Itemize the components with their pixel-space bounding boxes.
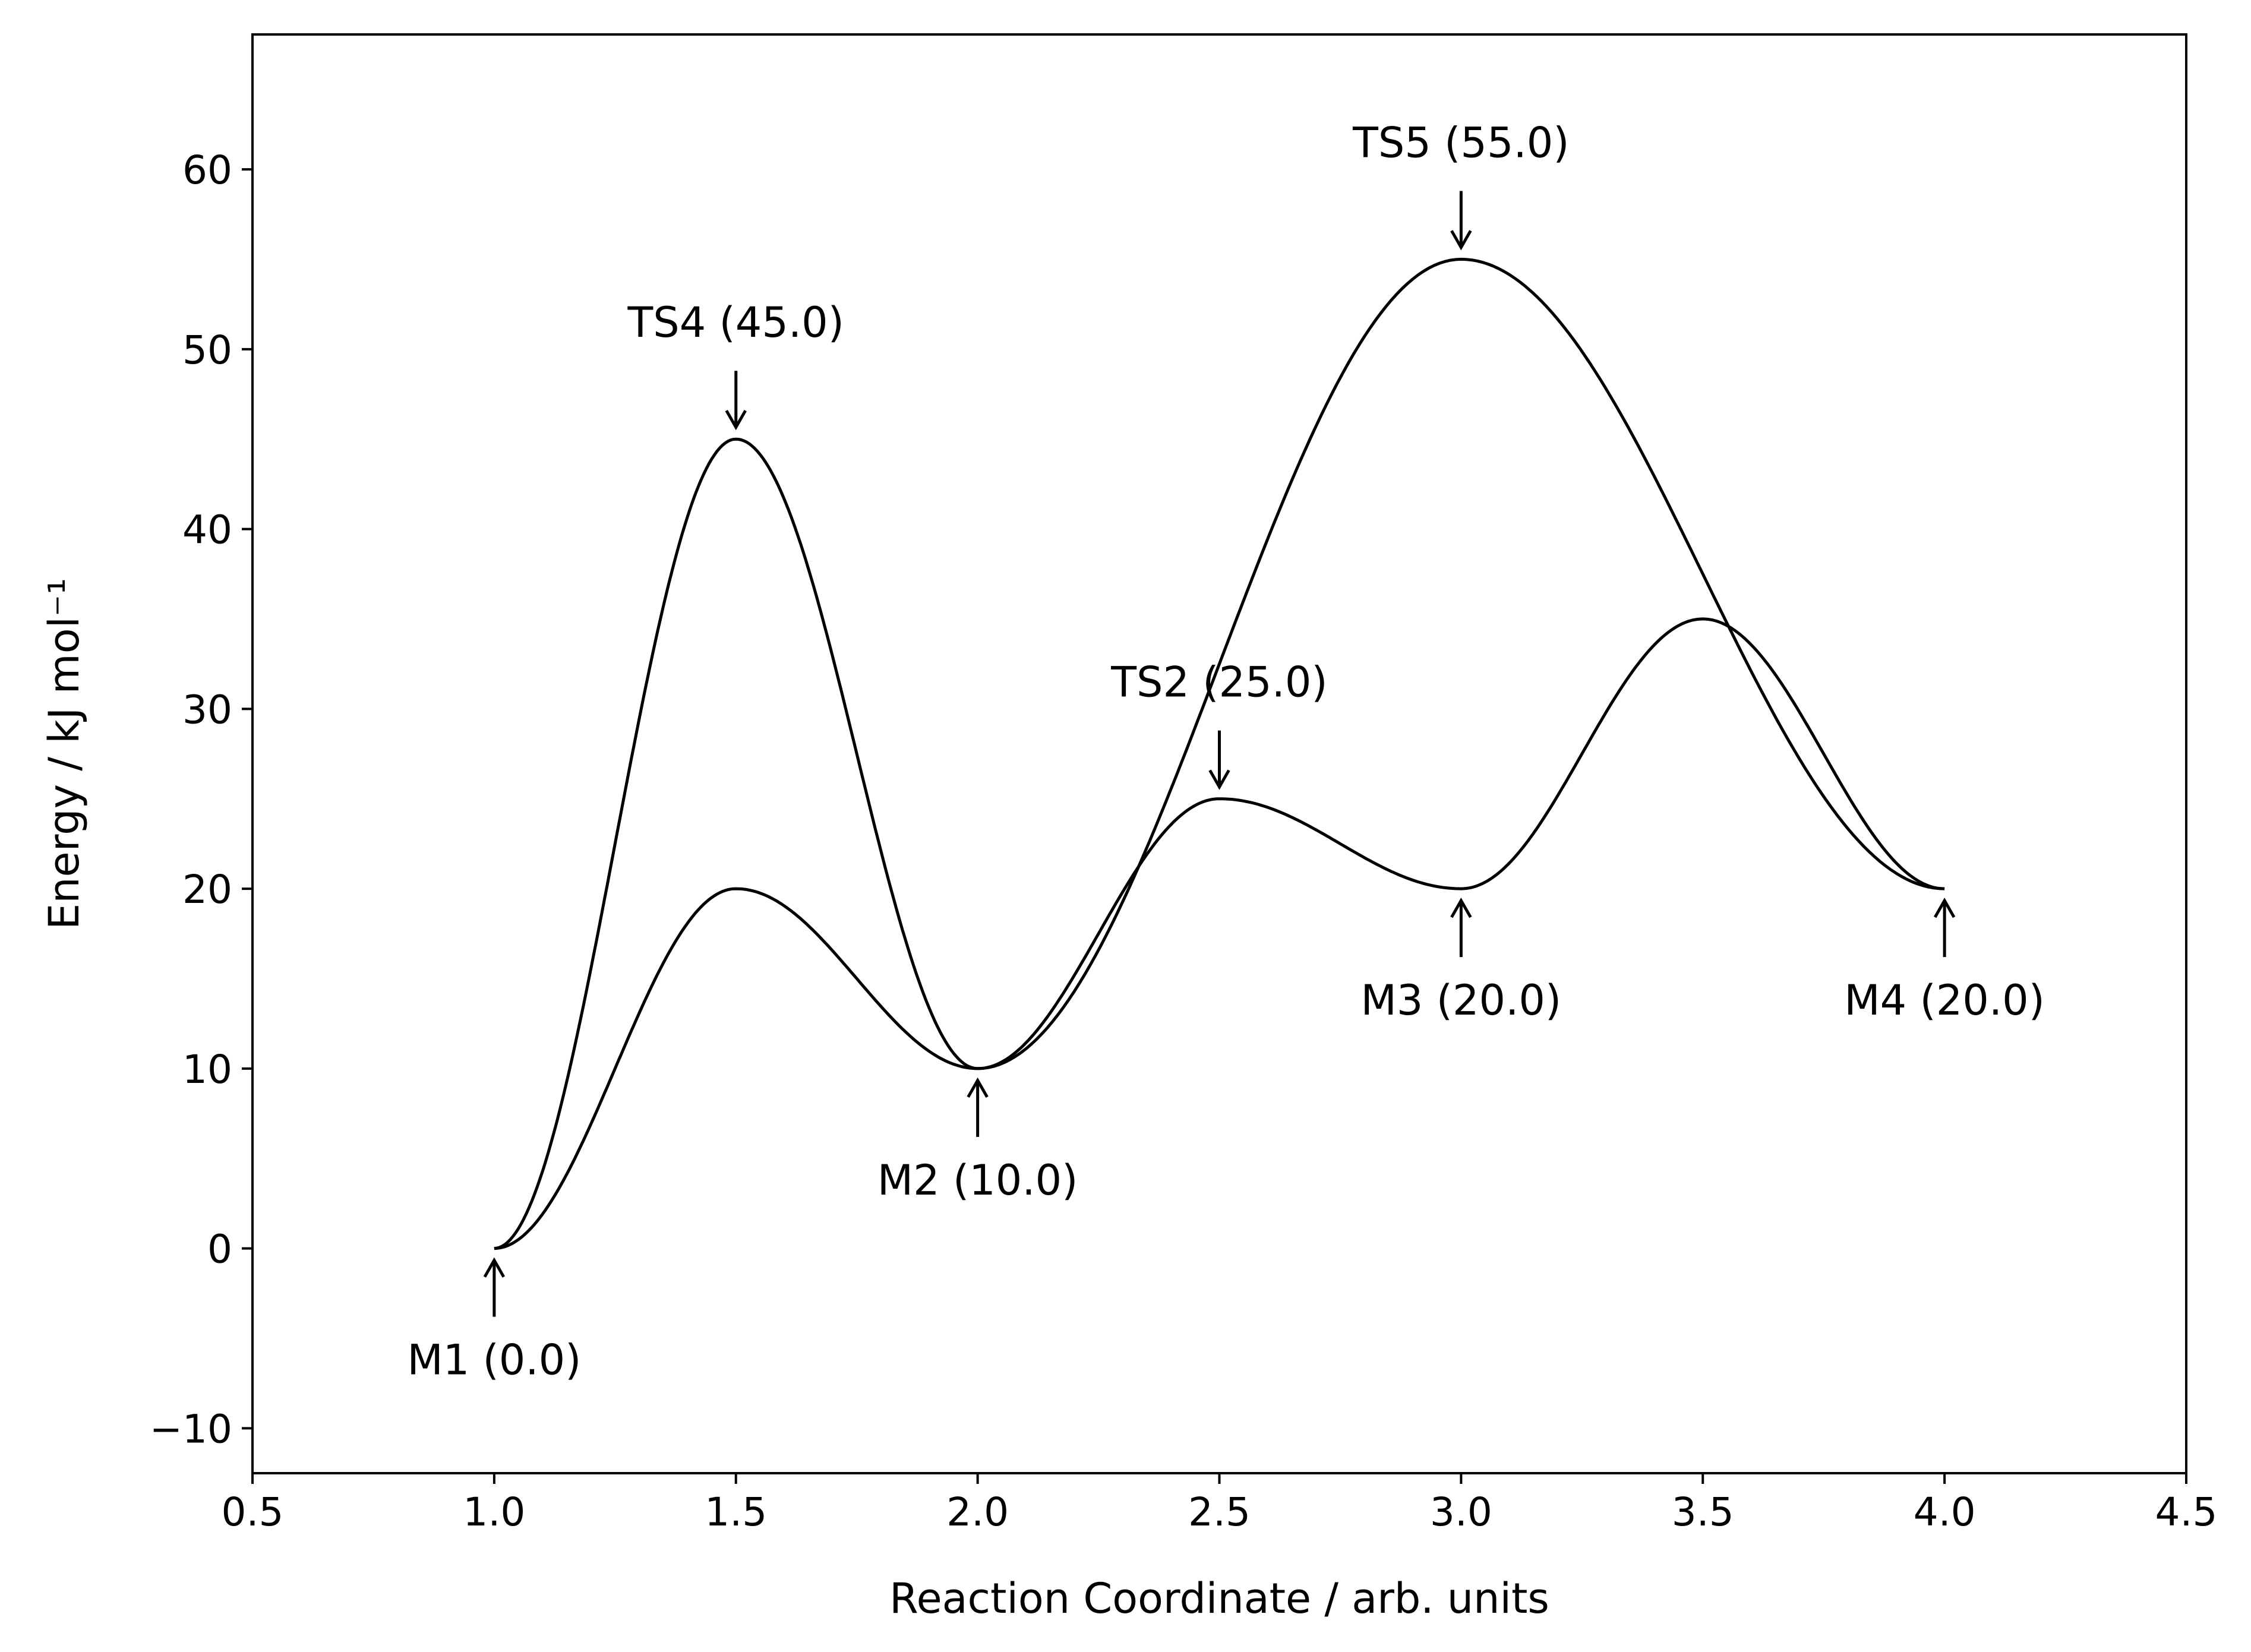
annotation-layer: M1 (0.0) M2 (10.0) M3 (20.0) M4 (20.0) TS2 (… (407, 118, 2045, 1384)
y-tick-label: 60 (182, 147, 232, 193)
x-tick-label: 0.5 (222, 1489, 284, 1535)
x-tick-label: 4.0 (1914, 1489, 1976, 1535)
y-tick-label: 40 (182, 507, 232, 553)
x-tick-label: 2.0 (946, 1489, 1009, 1535)
x-axis-label: Reaction Coordinate / arb. units (889, 1574, 1549, 1623)
y-axis: −10 0 10 20 30 40 50 60 (150, 147, 252, 1452)
annotation-arrowhead (967, 1077, 989, 1098)
x-tick-label: 1.5 (705, 1489, 767, 1535)
y-tick-label: 50 (182, 327, 232, 373)
x-tick-label: 1.0 (463, 1489, 525, 1535)
y-tick-label: 30 (182, 687, 232, 732)
annotation-label: TS5 (55.0) (1352, 118, 1569, 167)
x-tick-label: 3.0 (1430, 1489, 1492, 1535)
annotation-label: M2 (10.0) (877, 1156, 1078, 1205)
energy-curve-1 (494, 617, 1945, 1250)
annotation-label: M1 (0.0) (407, 1336, 581, 1385)
annotation: M1 (0.0) (407, 1257, 581, 1385)
annotation: M2 (10.0) (877, 1077, 1078, 1205)
x-tick-label: 3.5 (1672, 1489, 1734, 1535)
annotation: TS5 (55.0) (1352, 118, 1570, 251)
x-tick-label: 2.5 (1188, 1489, 1251, 1535)
x-tick-label: 4.5 (2155, 1489, 2218, 1535)
annotation-arrowhead (725, 409, 747, 431)
annotation: M4 (20.0) (1844, 898, 2045, 1025)
y-axis-label: Energy / kJ mol⁻¹ (40, 578, 89, 930)
annotation-label: M4 (20.0) (1844, 976, 2045, 1025)
y-tick-label: 10 (182, 1047, 232, 1092)
annotation-label: M3 (20.0) (1361, 976, 1562, 1025)
y-tick-label: 20 (182, 867, 232, 912)
annotation-label: TS2 (25.0) (1110, 658, 1327, 707)
y-tick-label: 0 (207, 1227, 232, 1272)
annotation: M3 (20.0) (1361, 898, 1562, 1025)
annotation-arrowhead (1450, 898, 1472, 918)
annotation-arrowhead (1933, 898, 1956, 918)
annotation-arrowhead (1450, 230, 1472, 251)
x-axis: 0.5 1.0 1.5 2.0 2.5 3.0 3.5 4.0 4.5 (222, 1473, 2218, 1535)
annotation: TS4 (45.0) (627, 298, 844, 431)
y-tick-label: −10 (150, 1406, 232, 1452)
annotation-arrowhead (1208, 769, 1230, 790)
annotation: TS2 (25.0) (1110, 658, 1328, 790)
annotation-label: TS4 (45.0) (627, 298, 844, 347)
annotation-arrowhead (483, 1257, 506, 1278)
energy-curve-2 (494, 257, 1945, 1250)
series-layer (494, 257, 1945, 1250)
